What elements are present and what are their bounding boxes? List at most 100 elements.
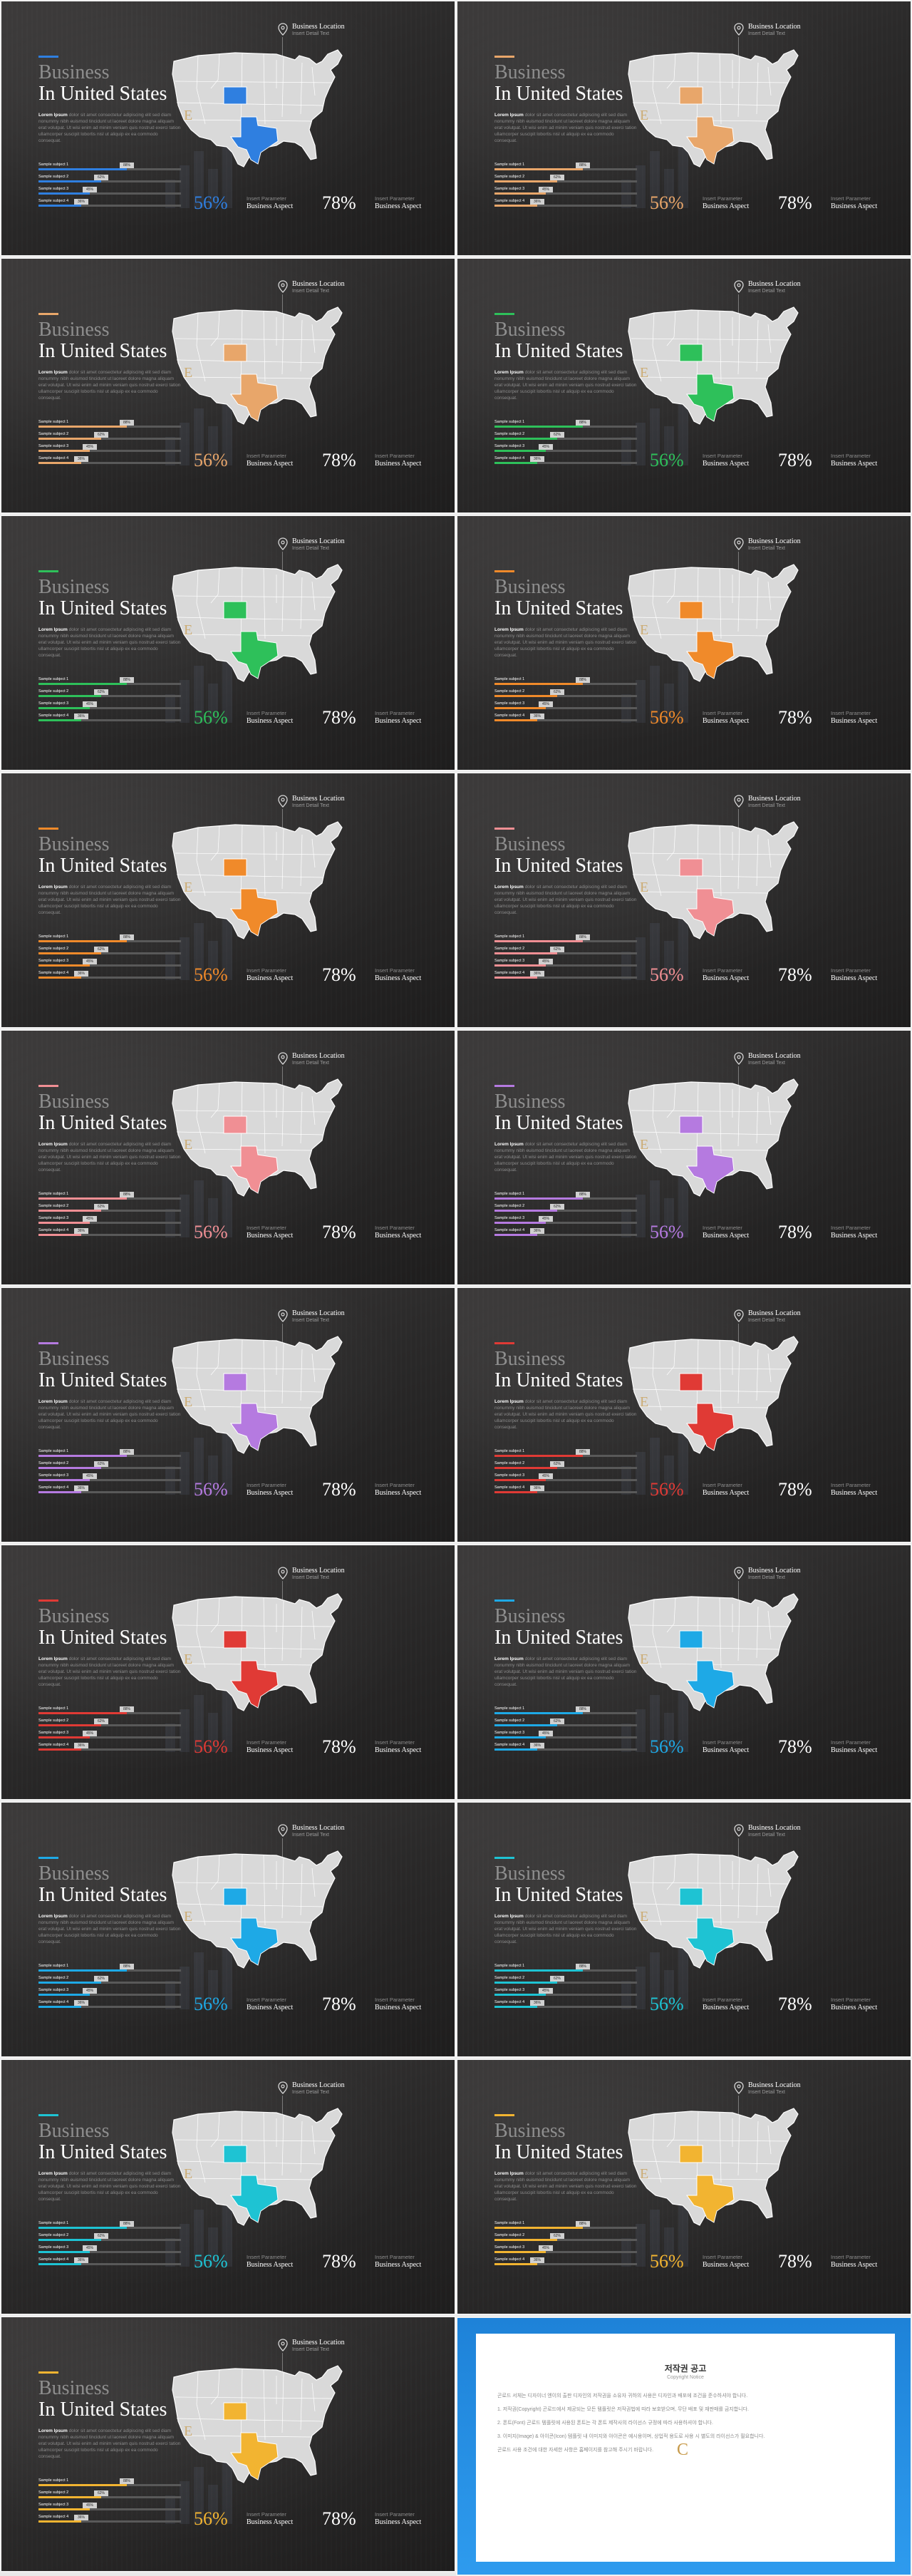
title-line-1: Business (494, 1605, 566, 1627)
bar-fill (38, 2520, 81, 2523)
bar-row: Sample subject 4 36% (494, 2257, 637, 2270)
bar-value-badge: 88% (576, 1706, 590, 1712)
bar-track (38, 2508, 181, 2510)
highlight-state-texas (230, 2175, 279, 2223)
bar-value-badge: 45% (539, 187, 553, 192)
title-line-2: In United States (494, 1884, 623, 1906)
bar-row: Sample subject 4 36% (494, 1743, 637, 1755)
bar-label: Sample subject 3 (494, 959, 525, 963)
bar-track (494, 707, 637, 709)
slide-thumbnail[interactable]: Business In United States Lorem Ipsum do… (0, 515, 456, 771)
stat-label-1: Business Aspect (247, 2004, 294, 2011)
slide-thumbnail[interactable]: Business In United States Lorem Ipsum do… (0, 1801, 456, 2058)
slide-thumbnail[interactable]: Business In United States Lorem Ipsum do… (0, 2059, 456, 2315)
bar-row: Sample subject 1 88% (38, 1449, 181, 1461)
notice-subtitle: Copyright Notice (667, 2375, 704, 2380)
bar-value-badge: 88% (120, 2221, 134, 2227)
progress-bars: Sample subject 1 88% Sample subject 2 62% Sa… (494, 677, 637, 726)
slide-thumbnail[interactable]: Business In United States Lorem Ipsum do… (456, 515, 912, 771)
bar-value-badge: 45% (83, 1731, 97, 1736)
bar-value-badge: 88% (576, 2221, 590, 2227)
progress-bars: Sample subject 1 88% Sample subject 2 62% Sa… (38, 420, 181, 468)
slide-thumbnail[interactable]: Business In United States Lorem Ipsum do… (0, 0, 456, 257)
slide-thumbnail[interactable]: Business In United States Lorem Ipsum do… (0, 257, 456, 514)
stat-label-2: Business Aspect (375, 1489, 422, 1497)
background-chart-decoration (621, 394, 707, 465)
location-subtitle: Insert Detail Text (292, 546, 330, 551)
title-line-1: Business (38, 319, 110, 341)
copyright-notice-slide[interactable]: 저작권 공고 Copyright Notice C 곤로드 서체는 디자이너 엔… (456, 2317, 912, 2576)
bar-row: Sample subject 3 45% (38, 444, 181, 456)
bar-track (494, 192, 637, 195)
stat-subtitle-2: Insert Parameter (375, 1997, 415, 2003)
bar-fill (494, 2239, 557, 2241)
bar-track (494, 1234, 637, 1236)
slide-thumbnail[interactable]: Business In United States Lorem Ipsum do… (0, 2316, 456, 2572)
background-chart-decoration (621, 1166, 707, 1237)
map-watermark: E (184, 880, 192, 895)
usa-map: E (628, 1336, 799, 1454)
stat-value-2: 78% (322, 1222, 356, 1242)
bar-row: Sample subject 2 62% (38, 1976, 181, 1988)
location-pin-icon (278, 537, 288, 550)
location-pin-icon (278, 2339, 288, 2351)
bar-track (38, 1491, 181, 1493)
title-line-2: In United States (494, 2141, 623, 2163)
bar-value-badge: 45% (83, 959, 97, 964)
bar-value-badge: 36% (74, 2257, 88, 2263)
stat-value-2: 78% (778, 1994, 812, 2014)
bar-row: Sample subject 1 88% (494, 1964, 637, 1976)
slide-thumbnail[interactable]: Business In United States Lorem Ipsum do… (456, 1801, 912, 2058)
slide-thumbnail[interactable]: Business In United States Lorem Ipsum do… (456, 1544, 912, 1800)
notice-logo: C (677, 2441, 689, 2459)
location-title: Business Location (748, 1309, 801, 1317)
slide-thumbnail[interactable]: Business In United States Lorem Ipsum do… (456, 1287, 912, 1543)
stat-value-1: 56% (650, 1736, 684, 1757)
progress-bars: Sample subject 1 88% Sample subject 2 62% Sa… (38, 934, 181, 983)
slide-thumbnail[interactable]: Business In United States Lorem Ipsum do… (0, 1287, 456, 1543)
bar-value-badge: 62% (94, 432, 108, 438)
usa-outline (628, 306, 799, 425)
bar-fill (38, 940, 127, 942)
bar-fill (494, 438, 557, 440)
state-borders (631, 824, 789, 904)
stat-subtitle-2: Insert Parameter (375, 453, 415, 459)
bar-row: Sample subject 4 36% (38, 2000, 181, 2012)
bar-track (38, 952, 181, 954)
bar-value-badge: 62% (550, 1204, 564, 1210)
slide-thumbnail[interactable]: Business In United States Lorem Ipsum do… (0, 1544, 456, 1800)
slide-thumbnail[interactable]: Business In United States Lorem Ipsum do… (456, 0, 912, 257)
highlight-state-colorado (679, 2145, 703, 2163)
bar-value-badge: 45% (83, 1473, 97, 1479)
bar-label: Sample subject 2 (494, 1719, 525, 1723)
slide-thumbnail[interactable]: Business In United States Lorem Ipsum do… (456, 772, 912, 1029)
slide-thumbnail[interactable]: Business In United States Lorem Ipsum do… (0, 772, 456, 1029)
stat-label-2: Business Aspect (831, 1489, 878, 1497)
description-text: Lorem Ipsum dolor sit amet consectetur a… (494, 1142, 637, 1173)
stat-label-1: Business Aspect (703, 1746, 750, 1754)
bar-value-badge: 62% (94, 1976, 108, 1982)
slide-thumbnail[interactable]: Business In United States Lorem Ipsum do… (456, 1029, 912, 1286)
slide-thumbnail[interactable]: Business In United States Lorem Ipsum do… (0, 1029, 456, 1286)
map-watermark: E (640, 1652, 648, 1667)
slide-thumbnail[interactable]: Business In United States Lorem Ipsum do… (456, 257, 912, 514)
slide-thumbnail[interactable]: Business In United States Lorem Ipsum do… (456, 2059, 912, 2315)
bar-track (38, 1969, 181, 1972)
map-watermark: E (184, 1652, 192, 1667)
bar-track (38, 719, 181, 721)
stat-subtitle-2: Insert Parameter (375, 2511, 415, 2518)
bar-fill (38, 168, 127, 170)
bar-fill (494, 1712, 583, 1714)
bar-fill (38, 2227, 127, 2229)
bar-fill (38, 1467, 101, 1469)
bar-value-badge: 45% (539, 959, 553, 964)
bar-row: Sample subject 4 36% (494, 2000, 637, 2012)
description-text: Lorem Ipsum dolor sit amet consectetur a… (38, 1914, 181, 1944)
stat-value-1: 56% (650, 1222, 684, 1242)
bar-fill (38, 1479, 90, 1481)
stat-subtitle-2: Insert Parameter (375, 710, 415, 716)
stat-subtitle-1: Insert Parameter (247, 1739, 286, 1746)
usa-map: E (172, 821, 343, 939)
progress-bars: Sample subject 1 88% Sample subject 2 62% Sa… (38, 1964, 181, 2012)
location-subtitle: Insert Detail Text (292, 1575, 330, 1580)
